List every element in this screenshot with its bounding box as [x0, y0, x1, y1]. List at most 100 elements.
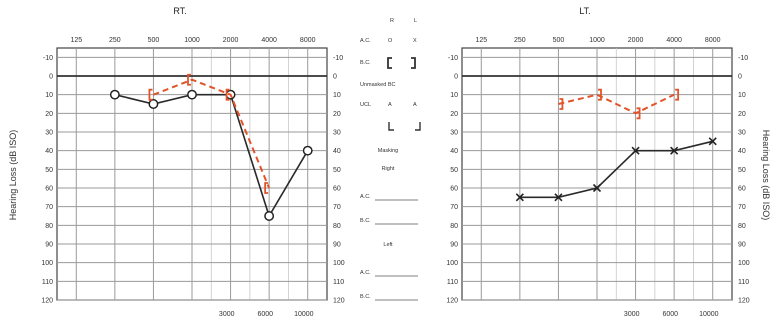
x-tick-label-top: 2000	[628, 37, 644, 44]
y-tick-label-left: 50	[450, 167, 458, 174]
y-tick-label-left: 110	[447, 279, 458, 286]
y-tick-label-right: 80	[333, 223, 341, 230]
y-tick-label-left: 120	[41, 298, 53, 305]
bc-marker-bracket	[148, 88, 153, 101]
y-tick-label-left: 80	[450, 223, 458, 230]
air-conduction-line	[519, 140, 713, 199]
y-tick-label-right: 120	[738, 298, 750, 305]
ac-marker-circle	[302, 145, 313, 156]
y-tick-label-left: 10	[45, 92, 53, 99]
x-tick-label-top: 8000	[300, 37, 316, 44]
legend-ac-label: A.C.	[360, 38, 371, 44]
x-tick-label-top: 1000	[589, 37, 605, 44]
y-tick-label-right: 50	[738, 167, 746, 174]
ac-marker-x	[515, 193, 524, 202]
y-tick-label-left: 100	[41, 260, 53, 267]
x-tick-label-top: 125	[70, 37, 82, 44]
x-tick-label-bottom: 6000	[662, 311, 678, 318]
legend-right-label: Right	[382, 166, 395, 172]
y-tick-label-left: 10	[450, 92, 458, 99]
legend-ac-left-symbol: X	[413, 38, 417, 44]
legend-right-ac: A.C.	[360, 194, 371, 200]
y-tick-label-right: 110	[333, 279, 344, 286]
y-tick-label-right: 90	[738, 242, 746, 249]
ac-marker-circle	[264, 211, 275, 221]
y-tick-label-left: 60	[450, 186, 458, 193]
legend-ac-right-symbol: O	[388, 38, 393, 44]
legend-bc-left-bracket-icon	[411, 57, 416, 69]
ac-marker-x	[631, 146, 640, 155]
ac-marker-x	[592, 183, 602, 193]
legend-corner-brackets-icon	[388, 122, 421, 131]
x-tick-label-bottom: 10000	[699, 311, 719, 318]
legend-bc-label: B.C.	[360, 60, 371, 66]
y-tick-label-left: -10	[448, 55, 458, 62]
bone-conduction-line	[558, 93, 675, 115]
x-tick-label-top: 2000	[223, 37, 239, 44]
y-tick-label-right: 20	[333, 111, 341, 118]
ac-marker-circle	[109, 89, 120, 100]
y-tick-label-left: 50	[45, 167, 53, 174]
y-tick-label-right: 10	[333, 92, 341, 99]
y-tick-label-right: 60	[333, 186, 341, 193]
y-tick-label-right: 40	[738, 148, 746, 155]
x-tick-label-top: 500	[148, 37, 160, 44]
y-tick-label-left: 20	[45, 111, 53, 118]
y-tick-label-right: 10	[738, 92, 746, 99]
legend-col-right: R	[390, 18, 394, 24]
bone-conduction-line	[153, 78, 271, 189]
panel-title: RT.	[173, 6, 186, 16]
y-tick-label-right: 110	[738, 279, 749, 286]
legend-aided-left-symbol: A	[413, 102, 417, 108]
y-tick-label-left: 100	[446, 260, 458, 267]
legend-right-bc: B.C.	[360, 218, 371, 224]
x-tick-label-top: 1000	[184, 37, 200, 44]
y-tick-label-left: 120	[446, 298, 458, 305]
y-tick-label-left: 40	[45, 148, 53, 155]
ac-marker-circle	[187, 89, 197, 100]
legend-ucl-label: UCL	[360, 102, 371, 108]
ac-marker-x	[554, 193, 563, 202]
ac-marker-x	[670, 146, 679, 155]
x-tick-label-bottom: 10000	[294, 311, 314, 318]
bc-marker-bracket	[675, 88, 680, 101]
bc-marker-bracket	[636, 107, 641, 120]
y-tick-label-right: 70	[333, 204, 341, 211]
x-tick-label-top: 250	[109, 37, 121, 44]
y-tick-label-right: 120	[333, 298, 345, 305]
y-tick-label-right: 0	[333, 74, 337, 81]
y-tick-label-right: 30	[738, 130, 746, 137]
y-tick-label-right: -10	[333, 55, 343, 62]
y-tick-label-left: 30	[45, 130, 53, 137]
y-tick-label-right: -10	[738, 55, 748, 62]
legend-left-label: Left	[383, 242, 393, 248]
legend-unmasked-label: Unmasked BC	[360, 82, 395, 88]
y-tick-label-right: 100	[333, 260, 345, 267]
x-tick-label-bottom: 3000	[219, 311, 235, 318]
bc-marker-bracket	[598, 88, 602, 101]
legend-left-ac: A.C.	[360, 270, 371, 276]
legend-masking-title: Masking	[378, 148, 398, 154]
x-tick-label-top: 4000	[261, 37, 277, 44]
y-tick-label-left: -10	[43, 55, 53, 62]
y-tick-label-left: 40	[450, 148, 458, 155]
ac-marker-x	[708, 137, 717, 146]
y-tick-label-left: 30	[450, 130, 458, 137]
y-tick-label-right: 60	[738, 186, 746, 193]
bc-marker-bracket	[187, 73, 191, 86]
y-tick-label-left: 60	[45, 186, 53, 193]
legend-bc-right-bracket-icon	[387, 57, 392, 69]
y-tick-label-left: 90	[45, 242, 53, 249]
x-tick-label-bottom: 6000	[257, 311, 273, 318]
y-tick-label-right: 20	[738, 111, 746, 118]
y-tick-label-right: 90	[333, 242, 341, 249]
bc-marker-bracket	[264, 182, 269, 194]
bc-marker-bracket	[559, 98, 564, 110]
x-tick-label-top: 250	[514, 37, 526, 44]
y-tick-label-right: 30	[333, 130, 341, 137]
audiogram-panel-left-ear	[461, 47, 733, 301]
x-tick-label-top: 8000	[705, 37, 721, 44]
y-tick-label-right: 50	[333, 167, 341, 174]
